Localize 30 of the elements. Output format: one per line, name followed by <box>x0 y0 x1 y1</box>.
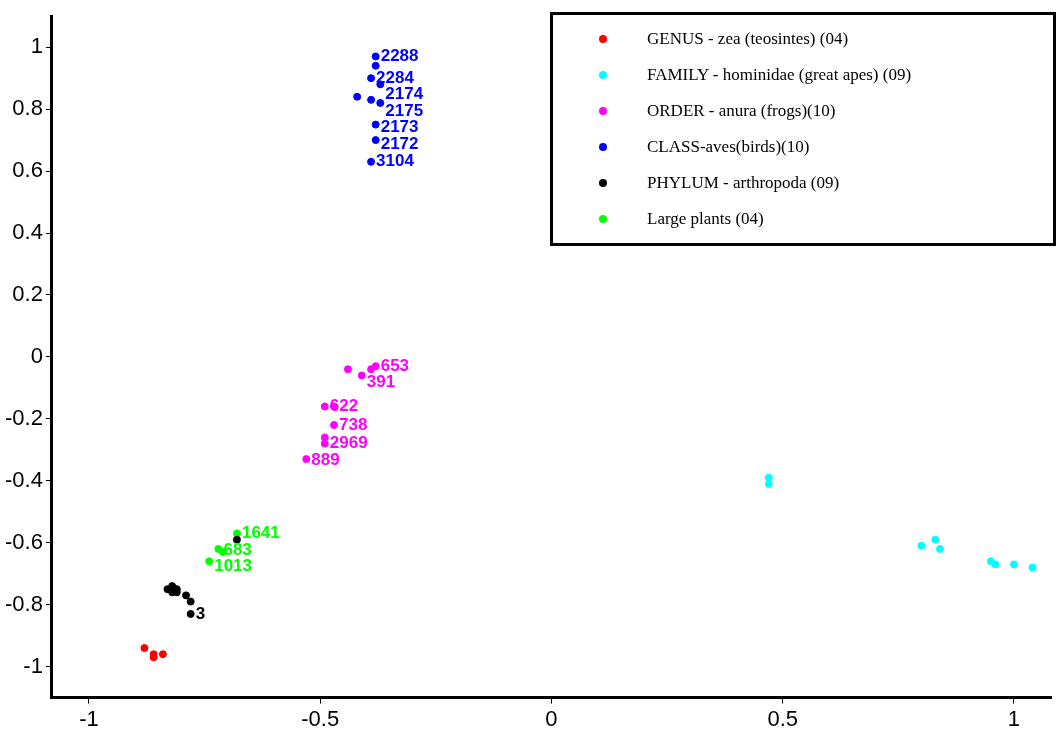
y-tick-label: 0 <box>30 342 43 368</box>
y-tick-label: -1 <box>23 652 43 678</box>
y-tick-label: -0.6 <box>4 528 43 554</box>
annotation: 3 <box>195 603 206 623</box>
y-tick-label: 1 <box>30 33 43 59</box>
x-tick-label: 0.5 <box>767 705 799 731</box>
legend-label: PHYLUM - arthropoda (09) <box>647 173 840 193</box>
y-tick-label: -0.2 <box>4 404 43 430</box>
x-tick-label: 0 <box>545 705 558 731</box>
annotation: 2284 <box>376 67 415 87</box>
y-tick-label: -0.4 <box>4 466 43 492</box>
legend-label: Large plants (04) <box>647 209 764 229</box>
y-tick-label: 0.4 <box>12 219 43 245</box>
legend-label: CLASS-aves(birds)(10) <box>647 137 810 157</box>
annotation: 738 <box>339 414 368 434</box>
annotation: 653 <box>380 355 410 375</box>
legend-label: FAMILY - hominidae (great apes) (09) <box>647 65 912 85</box>
y-tick-label: 0.8 <box>12 95 43 121</box>
y-tick-label: -0.8 <box>4 590 43 616</box>
legend-label: GENUS - zea (teosintes) (04) <box>647 29 849 49</box>
annotation: 3104 <box>376 151 415 171</box>
annotation: 1013 <box>214 556 252 576</box>
x-tick-label: -0.5 <box>301 705 340 731</box>
y-tick-label: 0.2 <box>12 281 43 307</box>
y-tick-label: 0.6 <box>12 157 43 183</box>
annotation: 391 <box>366 372 396 392</box>
annotation: 2288 <box>380 46 419 66</box>
x-tick-label: 1 <box>1007 705 1021 731</box>
x-tick-label: -1 <box>79 705 99 731</box>
legend-label: ORDER - anura (frogs)(10) <box>647 101 836 121</box>
